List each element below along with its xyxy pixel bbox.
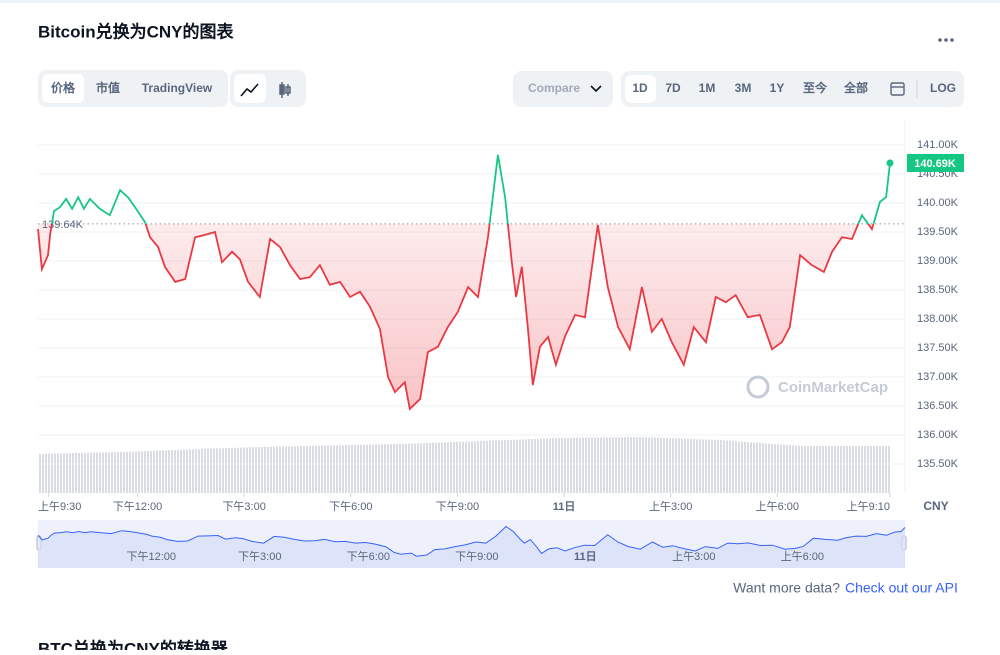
- range-button[interactable]: 1D: [632, 81, 648, 95]
- x-tick-label: 上午3:00: [649, 500, 692, 513]
- y-tick-label: 139.50K: [917, 226, 959, 238]
- y-tick-label: 136.50K: [917, 400, 959, 412]
- more-data: Want more data?: [733, 580, 840, 596]
- line-type[interactable]: [234, 74, 266, 103]
- range-button[interactable]: 7D: [665, 81, 681, 95]
- x-tick-label: 上午9:30: [38, 500, 81, 513]
- navigator-label: 上午3:00: [672, 550, 715, 563]
- range-button[interactable]: 1Y: [770, 81, 785, 95]
- range-group: [621, 71, 964, 107]
- compare-label: Compare: [528, 81, 580, 95]
- chevron: [590, 85, 602, 93]
- navigator-area: [38, 526, 905, 568]
- tab[interactable]: 市值: [96, 80, 120, 95]
- tab[interactable]: 价格: [51, 80, 76, 95]
- volume-bars: [38, 437, 890, 493]
- compare[interactable]: [513, 71, 613, 107]
- y-tick-label: 140.00K: [917, 197, 959, 209]
- y-tick-label: 139.00K: [917, 255, 959, 267]
- axis-unit: CNY: [923, 499, 948, 513]
- range-button[interactable]: 至今: [803, 80, 828, 95]
- y-tick-label: 138.00K: [917, 313, 959, 325]
- range-button[interactable]: 3M: [735, 81, 752, 95]
- x-tick-label: 上午9:10: [847, 500, 890, 513]
- section-title: BTC兑换为CNY的转换器: [38, 638, 229, 650]
- more-menu[interactable]: [938, 38, 954, 42]
- navigator-label: 上午6:00: [781, 550, 824, 563]
- y-tick-label: 141.00K: [917, 139, 959, 151]
- line-icon: [240, 83, 259, 97]
- watermark: CoinMarketCap: [778, 379, 888, 396]
- range-button[interactable]: 全部: [843, 80, 868, 95]
- y-tick-label: 137.50K: [917, 342, 959, 354]
- tab[interactable]: TradingView: [142, 81, 213, 95]
- top-border: [0, 0, 1000, 3]
- y-tick-label: 135.50K: [917, 458, 959, 470]
- x-tick-label: 上午6:00: [756, 500, 799, 513]
- x-tick-label: 下午9:00: [436, 500, 479, 513]
- api-link[interactable]: Check out our API: [845, 580, 958, 596]
- price-tag: [907, 153, 964, 172]
- x-tick-label: 11日: [553, 500, 576, 513]
- calendar-icon[interactable]: [890, 82, 905, 96]
- range-button[interactable]: 1M: [699, 81, 716, 95]
- price-tag-label: 140.69K: [914, 158, 956, 170]
- navigator-label: 下午9:00: [455, 550, 498, 563]
- price-line-down: [37, 223, 875, 411]
- navigator-line: [37, 525, 906, 557]
- candle-icon[interactable]: [279, 82, 291, 98]
- navigator-label: 11日: [574, 550, 597, 563]
- y-tick-label: 136.00K: [917, 429, 959, 441]
- navigator-label: 下午12:00: [127, 550, 177, 563]
- x-tick-label: 下午3:00: [222, 500, 265, 513]
- tab-active: [42, 74, 84, 103]
- title: Bitcoin兑换为CNY的图表: [38, 21, 234, 41]
- navigator-label: 下午3:00: [238, 550, 281, 563]
- x-tick-label: 下午6:00: [329, 500, 372, 513]
- y-tick-label: 138.50K: [917, 284, 959, 296]
- range-active: [625, 75, 656, 103]
- last-point: [886, 159, 894, 167]
- x-tick-label: 下午12:00: [113, 500, 163, 513]
- tab-group: [38, 70, 228, 107]
- watermark-logo: [746, 375, 770, 399]
- price-area: [38, 223, 874, 409]
- log-toggle[interactable]: LOG: [930, 81, 956, 95]
- price-line-up: [50, 154, 891, 224]
- navigator-label: 下午6:00: [347, 550, 390, 563]
- y-tick-label: 137.00K: [917, 371, 959, 383]
